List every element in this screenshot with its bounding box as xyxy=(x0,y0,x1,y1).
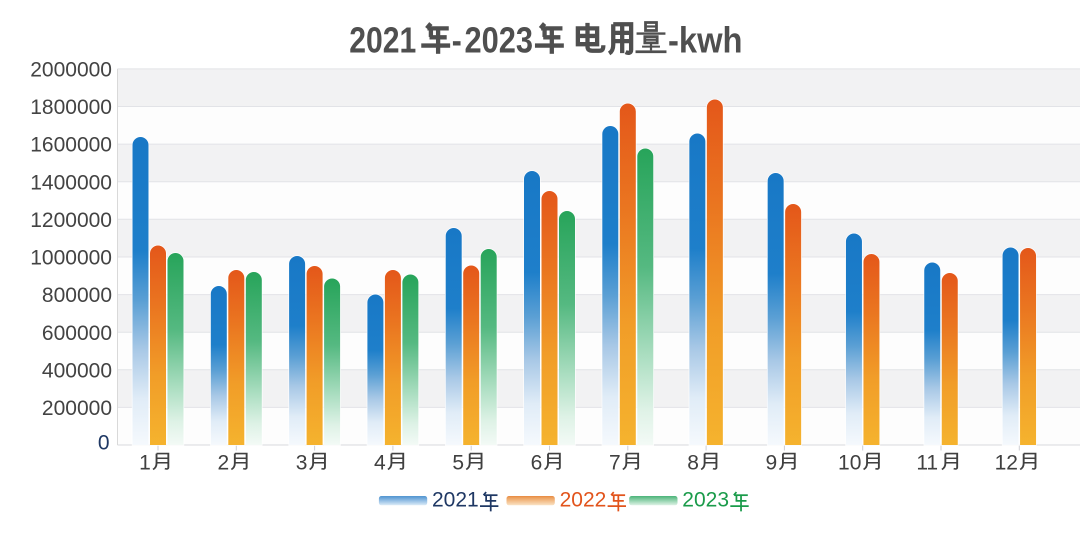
svg-text:2021: 2021 xyxy=(432,488,479,511)
svg-text:-: - xyxy=(452,20,462,61)
svg-text:400000: 400000 xyxy=(42,359,112,382)
svg-text:600000: 600000 xyxy=(42,322,112,345)
svg-text:2023: 2023 xyxy=(682,488,729,511)
svg-text:9: 9 xyxy=(766,451,778,474)
svg-text:4: 4 xyxy=(374,451,386,474)
svg-text:1: 1 xyxy=(139,451,151,474)
svg-text:8: 8 xyxy=(687,451,699,474)
svg-text:200000: 200000 xyxy=(42,397,112,420)
svg-text:10: 10 xyxy=(838,451,861,474)
svg-text:2: 2 xyxy=(217,451,229,474)
svg-text:2023: 2023 xyxy=(465,20,534,61)
svg-text:2021: 2021 xyxy=(349,20,416,61)
svg-text:1600000: 1600000 xyxy=(30,134,112,157)
svg-text:11: 11 xyxy=(916,451,938,474)
svg-text:-kwh: -kwh xyxy=(668,20,743,61)
svg-text:3: 3 xyxy=(296,451,308,474)
svg-text:7: 7 xyxy=(609,451,621,474)
svg-text:1800000: 1800000 xyxy=(30,96,112,119)
svg-text:0: 0 xyxy=(98,432,110,455)
svg-text:1000000: 1000000 xyxy=(30,247,112,270)
svg-text:800000: 800000 xyxy=(42,284,112,307)
svg-text:2022: 2022 xyxy=(560,488,607,511)
svg-text:1200000: 1200000 xyxy=(30,209,112,232)
svg-text:2000000: 2000000 xyxy=(30,59,112,82)
svg-text:1400000: 1400000 xyxy=(30,171,112,194)
svg-text:5: 5 xyxy=(452,451,464,474)
svg-text:6: 6 xyxy=(531,451,543,474)
svg-text:12: 12 xyxy=(995,451,1018,474)
